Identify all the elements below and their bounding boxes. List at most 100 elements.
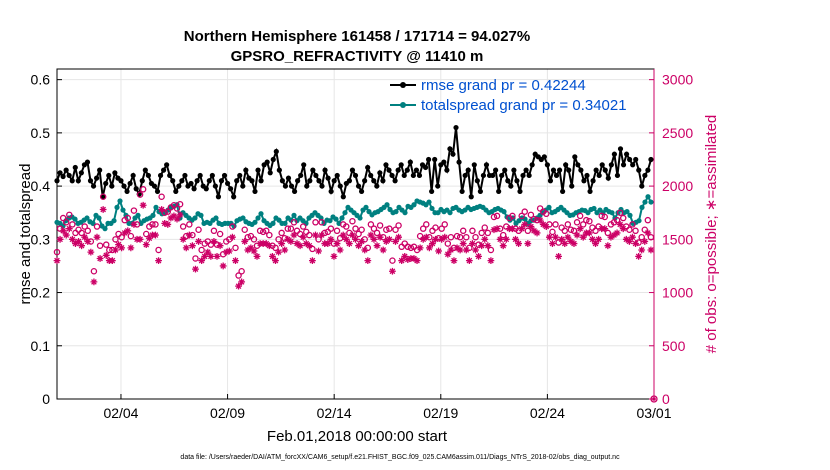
obs-assimilated-marker xyxy=(622,235,630,243)
data-point xyxy=(224,180,231,187)
x-tick-label: 02/04 xyxy=(103,405,138,421)
data-point xyxy=(54,178,60,184)
data-point xyxy=(270,156,276,163)
obs-possible-marker xyxy=(490,213,498,221)
obs-assimilated-marker xyxy=(229,233,236,241)
data-point xyxy=(566,167,572,173)
data-point xyxy=(304,183,310,189)
data-point xyxy=(599,162,605,168)
data-point xyxy=(556,167,563,173)
data-point xyxy=(602,167,608,173)
obs-possible-marker xyxy=(81,223,88,230)
obs-assimilated-marker xyxy=(265,242,273,250)
data-point xyxy=(608,162,614,168)
obs-assimilated-marker xyxy=(370,235,378,243)
obs-assimilated-marker xyxy=(385,235,393,243)
obs-assimilated-marker xyxy=(364,257,372,265)
obs-assimilated-marker xyxy=(647,246,655,254)
obs-assimilated-marker xyxy=(607,233,615,241)
data-point xyxy=(581,178,587,184)
data-point xyxy=(429,188,435,195)
data-point xyxy=(87,178,94,184)
y-tick-label-right: 3000 xyxy=(662,72,693,88)
obs-assimilated-marker xyxy=(542,223,550,230)
obs-assimilated-marker xyxy=(170,212,178,220)
obs-possible-marker xyxy=(318,219,325,226)
data-point xyxy=(334,172,340,179)
obs-assimilated-marker xyxy=(527,223,535,230)
data-point xyxy=(255,167,261,173)
obs-assimilated-marker xyxy=(269,252,276,260)
obs-possible-marker xyxy=(287,225,295,232)
obs-assimilated-marker xyxy=(201,252,209,260)
obs-assimilated-marker xyxy=(533,229,541,237)
data-point xyxy=(474,178,480,184)
obs-assimilated-marker xyxy=(376,233,384,241)
data-point xyxy=(422,164,429,171)
obs-assimilated-marker xyxy=(213,252,221,260)
obs-assimilated-marker xyxy=(293,240,301,247)
obs-assimilated-marker xyxy=(225,247,233,255)
obs-assimilated-marker xyxy=(616,221,624,228)
data-point xyxy=(380,178,386,184)
obs-possible-marker xyxy=(395,222,402,229)
obs-possible-marker xyxy=(192,255,199,262)
obs-assimilated-marker xyxy=(456,246,464,254)
obs-assimilated-marker xyxy=(358,238,366,245)
data-point xyxy=(102,226,108,232)
data-point xyxy=(645,167,651,173)
obs-possible-marker xyxy=(59,214,67,222)
obs-possible-marker xyxy=(429,227,436,235)
obs-assimilated-marker xyxy=(72,240,79,247)
data-point xyxy=(109,183,115,189)
data-point xyxy=(111,218,117,224)
data-point xyxy=(429,205,435,212)
obs-possible-marker xyxy=(383,226,390,233)
obs-assimilated-marker xyxy=(601,225,609,233)
data-point xyxy=(209,172,215,179)
obs-possible-marker xyxy=(118,233,125,241)
obs-possible-marker xyxy=(299,223,307,230)
obs-possible-marker xyxy=(263,227,270,235)
data-point xyxy=(221,172,228,179)
obs-assimilated-marker xyxy=(130,221,138,228)
y-tick-label-left: 0.1 xyxy=(31,338,51,354)
obs-possible-marker xyxy=(438,225,445,232)
obs-assimilated-marker xyxy=(75,238,82,245)
data-point xyxy=(331,178,337,184)
data-point xyxy=(639,183,645,189)
obs-assimilated-marker xyxy=(539,221,547,228)
obs-assimilated-marker xyxy=(315,247,322,255)
x-tick-label: 02/09 xyxy=(210,405,245,421)
data-point xyxy=(106,172,112,179)
data-point xyxy=(57,170,63,176)
data-point xyxy=(307,178,313,184)
data-point xyxy=(393,209,399,215)
data-point xyxy=(368,172,374,179)
obs-possible-marker xyxy=(579,221,587,228)
obs-assimilated-marker xyxy=(425,244,433,252)
obs-assimilated-marker xyxy=(465,257,473,265)
obs-assimilated-marker xyxy=(558,235,566,243)
obs-assimilated-marker xyxy=(124,227,132,235)
data-point xyxy=(501,209,507,215)
obs-assimilated-marker xyxy=(512,235,519,243)
obs-end-marker xyxy=(650,395,658,403)
obs-assimilated-marker xyxy=(549,240,556,247)
obs-assimilated-marker xyxy=(518,225,526,233)
obs-assimilated-marker xyxy=(192,265,199,273)
data-point xyxy=(215,194,222,200)
data-point xyxy=(526,172,532,179)
x-axis-label: Feb.01,2018 00:00:00 start xyxy=(267,428,448,445)
obs-assimilated-marker xyxy=(333,240,341,247)
obs-possible-marker xyxy=(355,230,362,238)
data-point xyxy=(84,215,90,221)
legend-entry: rmse grand pr = 0.42244 xyxy=(421,77,586,94)
data-point xyxy=(623,151,630,157)
data-point xyxy=(578,167,584,173)
data-point xyxy=(569,183,575,189)
data-point xyxy=(151,183,158,189)
data-point xyxy=(398,162,404,168)
obs-assimilated-marker xyxy=(610,231,618,239)
data-point xyxy=(447,146,453,152)
